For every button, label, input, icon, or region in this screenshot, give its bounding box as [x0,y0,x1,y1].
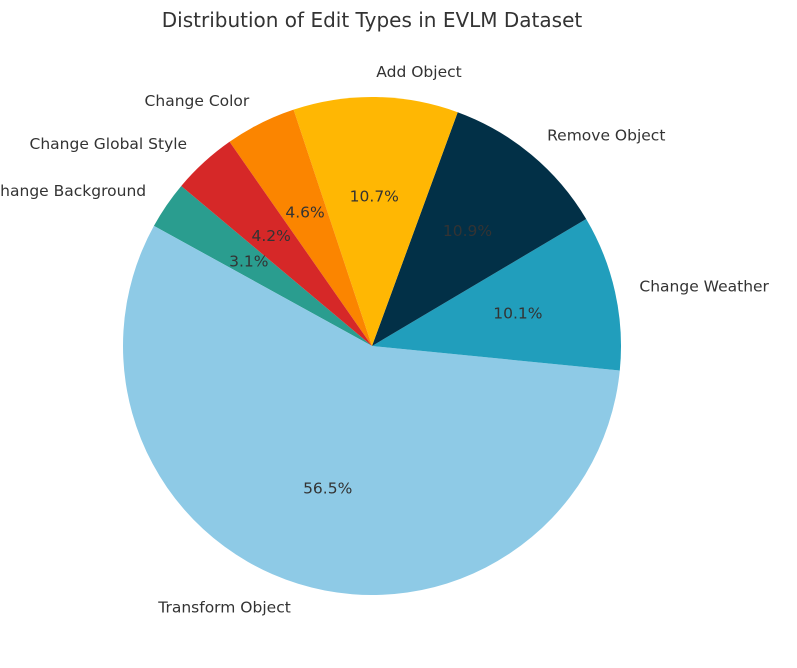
pct-label-change-weather: 10.1% [493,305,542,323]
slice-labels: Change Background Transform Object Change … [0,63,770,617]
slice-label-change-background: Change Background [0,182,146,200]
pie-slices [123,96,622,596]
slice-label-remove-object: Remove Object [547,126,665,144]
pie-slice-change-color [229,109,372,346]
pct-label-change-background: 3.1% [229,253,268,271]
pie-slice-add-object [293,96,458,346]
pct-label-change-color: 4.6% [285,203,324,221]
pct-label-transform-object: 56.5% [303,480,352,498]
chart-title: Distribution of Edit Types in EVLM Datas… [162,8,583,32]
pie-slice-change-global-style [181,141,372,346]
slice-label-change-color: Change Color [145,92,250,110]
slice-label-add-object: Add Object [376,63,461,81]
slice-label-transform-object: Transform Object [157,599,291,617]
slice-label-change-global-style: Change Global Style [30,135,188,153]
pct-label-add-object: 10.7% [350,188,399,206]
percent-labels: 3.1% 56.5% 10.1% 10.9% 10.7% 4.6% 4.2% [229,188,542,498]
pie-slice-remove-object [372,112,587,347]
slice-label-change-weather: Change Weather [639,278,769,296]
pct-label-change-global-style: 4.2% [252,227,291,245]
pct-label-remove-object: 10.9% [443,222,492,240]
pie-slice-change-background [153,185,372,346]
pie-slice-transform-object [123,225,620,596]
pie-slice-change-weather [372,218,622,371]
